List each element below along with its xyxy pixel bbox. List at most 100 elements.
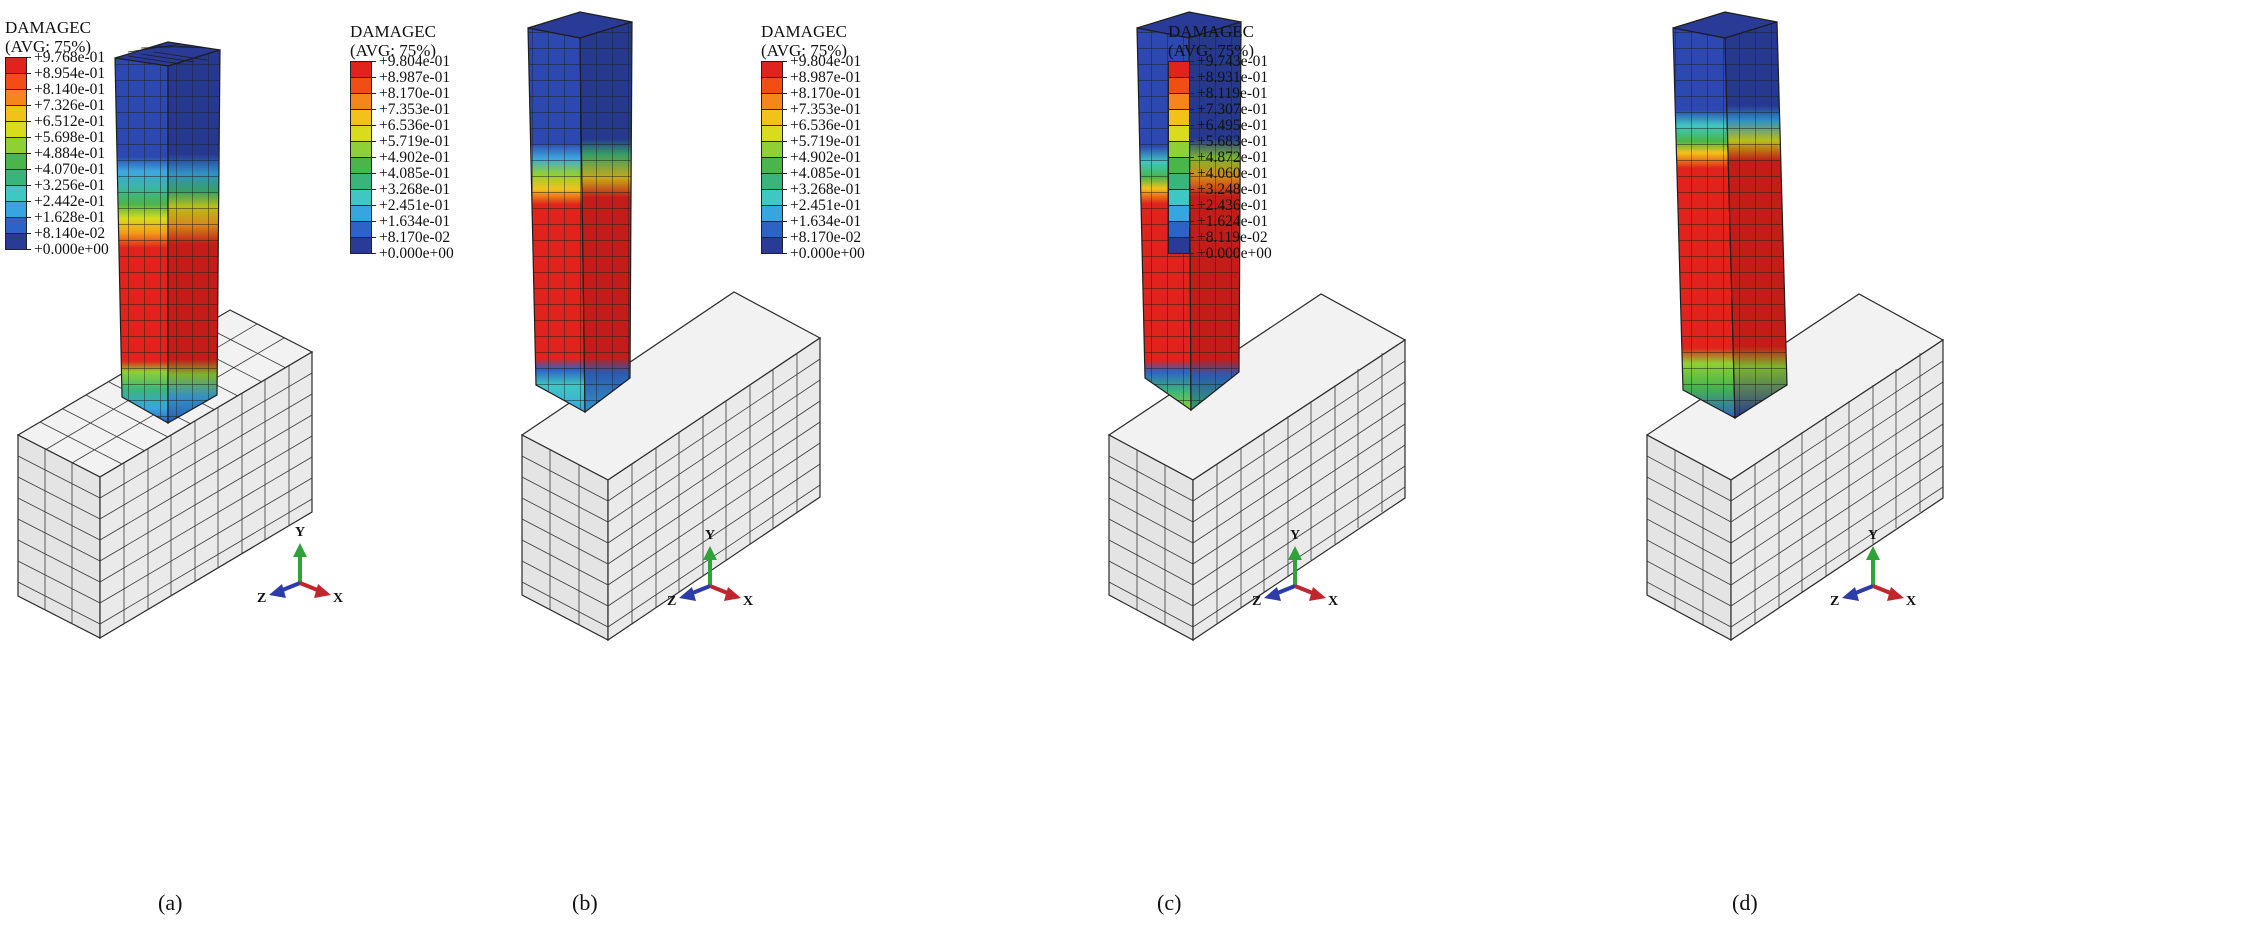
legend-swatch (5, 233, 31, 250)
legend-subtitle: (AVG: 75%) (1168, 41, 1255, 60)
legend-value: +0.000e+00 (379, 245, 454, 262)
column-model-c (1107, 11, 1407, 642)
legend-swatch (350, 221, 376, 238)
legend-value: +3.268e-01 (379, 181, 451, 198)
axis-label-z: Z (1252, 594, 1262, 609)
legend-swatch (1168, 189, 1194, 206)
legend-swatch (1168, 205, 1194, 222)
legend-value: +4.884e-01 (34, 145, 106, 162)
caption-a: (a) (158, 890, 183, 915)
legend-value: +6.536e-01 (379, 117, 451, 134)
axis-label-y: Y (1868, 528, 1879, 543)
legend-swatch (761, 189, 787, 206)
legend-swatch (5, 105, 31, 122)
legend-swatch (350, 237, 376, 254)
panel-d: DAMAGEC (AVG: 75%) +9.743e-01 +8.931e-01… (1168, 0, 2258, 928)
legend-swatch (1168, 157, 1194, 174)
legend-title: DAMAGEC (1168, 22, 1254, 41)
legend-value: +5.719e-01 (790, 133, 862, 150)
column-model-a (16, 41, 314, 640)
legend-swatch (350, 61, 376, 78)
axis-label-x: X (1906, 594, 1917, 609)
legend-value: +3.248e-01 (1197, 181, 1269, 198)
legend-value: +4.872e-01 (1197, 149, 1269, 166)
axis-label-z: Z (257, 591, 267, 606)
legend-swatch (1168, 141, 1194, 158)
legend-value: +7.353e-01 (379, 101, 451, 118)
legend-value: +5.698e-01 (34, 129, 106, 146)
legend-swatch (350, 93, 376, 110)
panel-b: DAMAGEC (AVG: 75%) +9.804e-01 +8.987e-01… (350, 0, 1100, 928)
legend-swatch (5, 169, 31, 186)
legend-swatch (350, 189, 376, 206)
legend-swatch (761, 173, 787, 190)
panel-c: DAMAGEC (AVG: 75%) +9.804e-01 +8.987e-01… (761, 0, 1687, 928)
axis-label-z: Z (667, 594, 677, 609)
legend-c: DAMAGEC (AVG: 75%) +9.804e-01 +8.987e-01… (761, 22, 865, 270)
legend-value: +9.743e-01 (1197, 53, 1269, 70)
legend-value: +7.326e-01 (34, 97, 106, 114)
legend-swatch (350, 157, 376, 174)
legend-value: +8.119e-02 (1197, 229, 1268, 246)
legend-value: +7.353e-01 (790, 101, 862, 118)
legend-swatch (761, 141, 787, 158)
legend-value: +9.804e-01 (790, 53, 862, 70)
legend-swatch (350, 173, 376, 190)
legend-value: +0.000e+00 (790, 245, 865, 262)
legend-value: +8.140e-01 (34, 81, 106, 98)
legend-value: +9.804e-01 (379, 53, 451, 70)
legend-a: DAMAGEC (AVG: 75%) +9.768e-01 +8.954e-01… (5, 18, 109, 266)
panel-a: DAMAGEC (AVG: 75%) +9.768e-01 +8.954e-01… (0, 0, 570, 928)
legend-swatch (761, 109, 787, 126)
legend-value: +3.268e-01 (790, 181, 862, 198)
legend-swatch (761, 221, 787, 238)
legend-value: +8.170e-01 (790, 85, 862, 102)
legend-swatch (1168, 61, 1194, 78)
axis-arrows-icon (269, 543, 331, 598)
legend-swatch (761, 77, 787, 94)
legend-value: +6.495e-01 (1197, 117, 1269, 134)
legend-value: +8.987e-01 (790, 69, 862, 86)
caption-b: (b) (572, 890, 598, 915)
legend-swatch (1168, 125, 1194, 142)
legend-value: +8.931e-01 (1197, 69, 1269, 86)
legend-swatch (1168, 109, 1194, 126)
legend-swatch (350, 141, 376, 158)
legend-swatch (350, 205, 376, 222)
legend-value: +2.442e-01 (34, 193, 106, 210)
legend-swatch (5, 153, 31, 170)
legend-swatch (1168, 93, 1194, 110)
legend-d: DAMAGEC (AVG: 75%) +9.743e-01 +8.931e-01… (1168, 22, 1272, 270)
axis-triad-c: Y Z X (1250, 528, 1340, 618)
legend-value: +0.000e+00 (1197, 245, 1272, 262)
legend-swatch (5, 121, 31, 138)
legend-value: +1.634e-01 (790, 213, 862, 230)
legend-value: +4.902e-01 (790, 149, 862, 166)
caption-c: (c) (1157, 890, 1182, 915)
legend-value: +3.256e-01 (34, 177, 106, 194)
legend-swatch (1168, 173, 1194, 190)
legend-swatch (5, 217, 31, 234)
legend-value: +8.987e-01 (379, 69, 451, 86)
legend-value: +4.060e-01 (1197, 165, 1269, 182)
axis-label-x: X (1328, 594, 1339, 609)
legend-value: +4.070e-01 (34, 161, 106, 178)
legend-value: +1.628e-01 (34, 209, 106, 226)
legend-swatch (1168, 77, 1194, 94)
axis-label-y: Y (705, 528, 716, 543)
legend-swatch (1168, 221, 1194, 238)
legend-swatch (5, 201, 31, 218)
legend-subtitle: (AVG: 75%) (761, 41, 848, 60)
legend-value: +7.307e-01 (1197, 101, 1269, 118)
axis-triad-b: Y Z X (665, 528, 755, 618)
legend-swatch (1168, 237, 1194, 254)
axis-label-x: X (333, 591, 344, 606)
legend-value: +4.902e-01 (379, 149, 451, 166)
legend-value: +1.634e-01 (379, 213, 451, 230)
legend-swatch (761, 205, 787, 222)
legend-b: DAMAGEC (AVG: 75%) +9.804e-01 +8.987e-01… (350, 22, 454, 270)
legend-value: +8.170e-02 (379, 229, 451, 246)
legend-title: DAMAGEC (761, 22, 847, 41)
legend-value: +6.512e-01 (34, 113, 106, 130)
legend-swatch (350, 109, 376, 126)
